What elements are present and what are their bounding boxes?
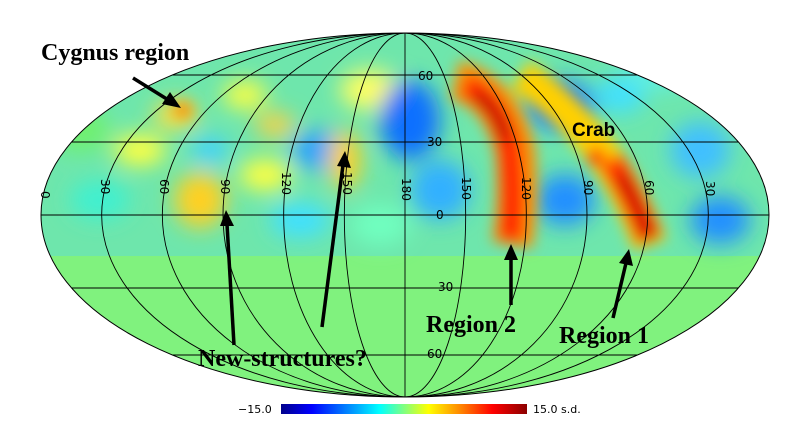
lon-label-150: 150 (340, 172, 354, 195)
meridian-line (101, 33, 406, 397)
lon-label-90: 90 (218, 179, 232, 194)
lon-label-120: 120 (279, 172, 293, 195)
meridian-line (404, 33, 467, 397)
lon-label-0: 0 (38, 191, 52, 199)
colorbar-max-label: 15.0 s.d. (533, 403, 581, 416)
region1-arrowhead (619, 249, 633, 266)
meridian-line (404, 33, 709, 397)
lat-label-equator: 0 (436, 208, 444, 222)
lon-label-30: 30 (98, 179, 112, 194)
cygnus-arrowhead (162, 92, 181, 108)
cygnus-arrow (132, 76, 171, 103)
lat-label-south-30: 30 (438, 280, 453, 294)
meridian-line (283, 33, 406, 397)
meridian-line (343, 33, 406, 397)
meridian-line (222, 33, 406, 397)
lon-label-60: 60 (157, 179, 171, 194)
new-structures-label: New-structures? (198, 346, 367, 372)
colorbar: −15.0 15.0 s.d. (238, 403, 581, 416)
annotation-arrows (132, 76, 633, 346)
new-structures-arrowhead-left (220, 210, 234, 226)
new-structures-arrowhead-right (337, 151, 351, 168)
meridian-line (404, 33, 649, 397)
map-outline (40, 32, 770, 398)
longitude-labels: 0 30 60 90 120 150 180 150 120 90 60 30 (38, 172, 717, 201)
lat-label-north-30: 30 (427, 135, 442, 149)
significance-map (41, 33, 769, 397)
lat-label-north-60: 60 (418, 69, 433, 83)
lon-label-90-east: 90 (581, 180, 595, 195)
fluctuations (50, 50, 750, 245)
lon-label-150-east: 150 (459, 177, 473, 200)
region2-arrowhead (504, 244, 518, 260)
crab-label: Crab (572, 120, 615, 141)
meridian-line (404, 33, 527, 397)
cygnus-region-label: Cygnus region (41, 40, 189, 66)
meridian-line (161, 33, 406, 397)
new-structures-arrow-left (225, 223, 236, 346)
lon-label-60-east: 60 (642, 180, 656, 195)
lon-label-120-east: 120 (519, 177, 533, 200)
lon-label-30-east: 30 (703, 181, 717, 196)
new-structures-arrow-right (320, 164, 345, 328)
region2-label: Region 2 (426, 312, 516, 338)
colorbar-min-label: −15.0 (238, 403, 272, 416)
lat-label-south-60: 60 (427, 347, 442, 361)
lon-label-180: 180 (399, 178, 413, 201)
region1-arrow (611, 262, 628, 319)
region1-label: Region 1 (559, 323, 649, 349)
colorbar-gradient (281, 404, 527, 414)
meridian-lines (101, 33, 709, 397)
meridian-line (404, 33, 588, 397)
